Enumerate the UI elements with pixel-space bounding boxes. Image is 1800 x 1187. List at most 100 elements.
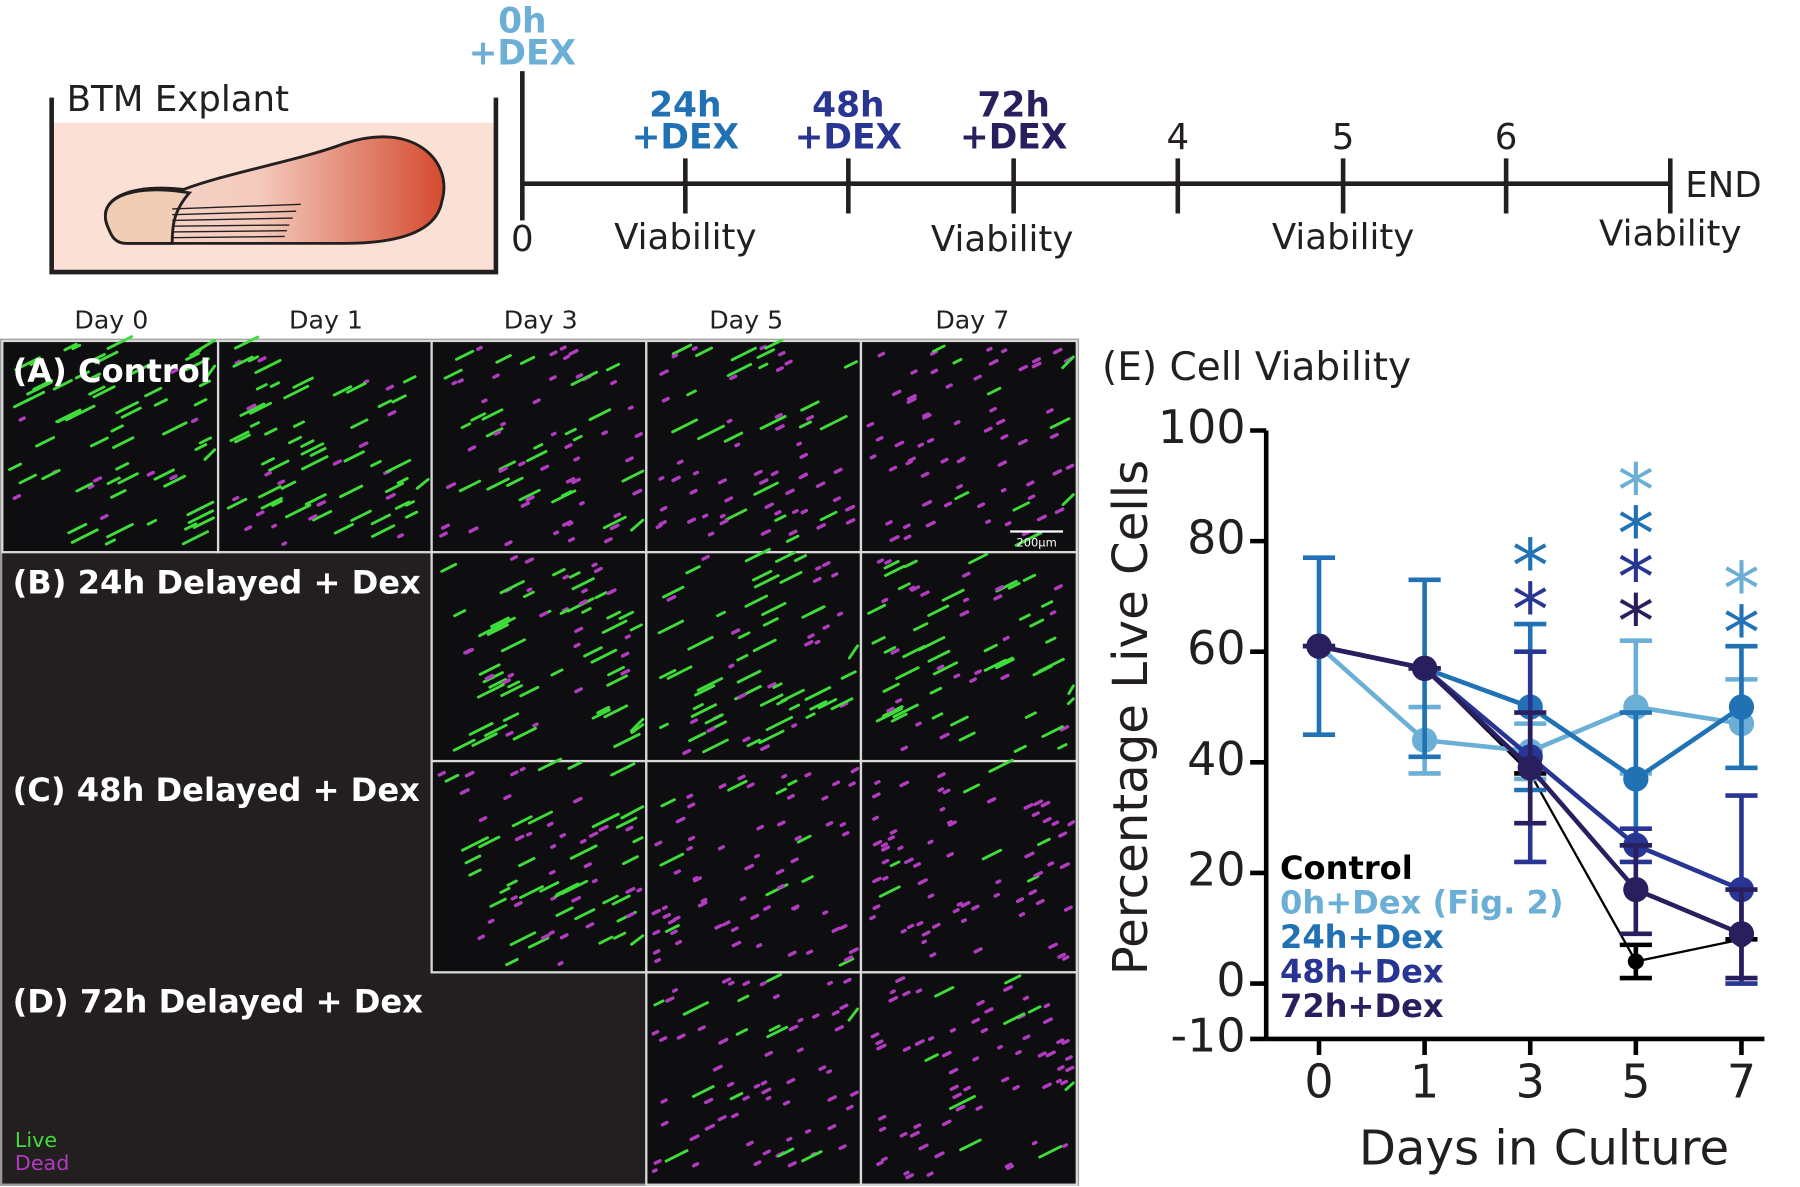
cell-signal xyxy=(946,820,953,825)
cell-signal xyxy=(505,957,519,967)
cell-signal xyxy=(759,981,767,987)
cell-signal xyxy=(786,1136,793,1142)
fibers xyxy=(172,203,301,239)
cell-signal xyxy=(819,414,848,431)
tissue-end xyxy=(104,188,193,245)
cell-signal xyxy=(954,491,970,501)
cell-signal xyxy=(927,839,934,845)
cell-signal xyxy=(889,989,896,995)
cell-signal xyxy=(804,686,832,701)
cell-signal xyxy=(598,824,609,832)
micrograph xyxy=(859,551,1078,763)
cell-signal xyxy=(692,876,699,881)
cell-signal xyxy=(540,464,550,471)
cell-signal xyxy=(719,518,729,526)
cell-signal xyxy=(559,833,567,839)
cell-signal xyxy=(760,1080,768,1086)
cell-signal xyxy=(229,430,250,443)
cell-signal xyxy=(661,396,670,403)
cell-signal xyxy=(796,834,812,844)
cell-signal xyxy=(88,385,106,396)
cell-signal xyxy=(620,668,631,676)
cell-signal xyxy=(702,738,729,754)
cell-signal xyxy=(563,354,571,360)
cell-signal xyxy=(654,840,663,847)
cell-signal xyxy=(871,636,886,645)
cell-signal xyxy=(1037,837,1051,847)
y-tick-label: 60 xyxy=(1187,621,1245,675)
cell-signal xyxy=(775,787,787,795)
significance-marker: * xyxy=(1617,536,1654,621)
cell-signal xyxy=(956,484,963,490)
cell-signal xyxy=(500,678,511,686)
cell-signal xyxy=(959,1138,982,1152)
legend-entry: 0h+Dex (Fig. 2) xyxy=(1280,884,1564,922)
cell-signal xyxy=(32,378,54,391)
cell-signal xyxy=(500,421,506,427)
cell-signal xyxy=(106,335,134,350)
cell-signal xyxy=(526,587,533,593)
cell-signal xyxy=(934,1151,945,1159)
cell-signal xyxy=(767,682,777,689)
cell-signal xyxy=(358,441,369,448)
cell-signal xyxy=(226,497,248,510)
cell-signal xyxy=(791,509,799,515)
cell-signal xyxy=(18,473,37,485)
cell-signal xyxy=(952,1092,962,1100)
cell-signal xyxy=(777,820,786,827)
micrograph-signal xyxy=(657,547,859,756)
micrograph-signal xyxy=(651,973,859,1173)
cell-signal xyxy=(377,399,393,408)
cell-signal xyxy=(483,723,508,738)
cell-signal xyxy=(481,398,488,404)
cell-signal xyxy=(850,766,860,774)
cell-signal xyxy=(671,475,681,483)
cell-signal xyxy=(666,595,677,602)
viability-label: Viability xyxy=(931,219,1074,260)
cell-signal xyxy=(953,673,961,679)
cell-signal xyxy=(731,1112,739,1119)
data-point xyxy=(1627,953,1644,970)
cell-signal xyxy=(549,350,558,357)
cell-signal xyxy=(842,831,850,837)
cell-signal xyxy=(18,416,26,422)
cell-signal xyxy=(786,793,795,800)
viability-label: Viability xyxy=(1272,217,1414,258)
cell-signal xyxy=(285,503,312,519)
cell-signal xyxy=(688,731,707,743)
cell-signal xyxy=(457,378,464,384)
cell-signal xyxy=(568,571,581,579)
cell-signal xyxy=(775,424,785,431)
x-tick-label: 7 xyxy=(1727,1054,1756,1108)
cell-signal xyxy=(1003,985,1013,992)
cell-signal xyxy=(567,760,583,770)
cell-signal xyxy=(764,1050,774,1057)
cell-signal xyxy=(717,478,728,485)
cell-signal xyxy=(588,408,612,421)
cell-signal xyxy=(636,887,643,893)
data-point xyxy=(1623,766,1649,792)
cell-signal xyxy=(234,359,242,365)
y-tick-label: 80 xyxy=(1187,511,1245,565)
cell-signal xyxy=(876,1043,887,1051)
cell-signal xyxy=(624,634,631,640)
cell-signal xyxy=(591,878,598,884)
cell-signal xyxy=(814,639,821,645)
cell-signal xyxy=(244,525,253,532)
cell-signal xyxy=(520,501,531,508)
cell-signal xyxy=(1049,610,1057,616)
cell-signal xyxy=(878,1126,887,1132)
cell-signal xyxy=(537,757,562,772)
legend-entry: 24h+Dex xyxy=(1280,918,1444,956)
explant-drawing xyxy=(49,97,499,275)
cell-signal xyxy=(654,957,661,964)
cell-signal xyxy=(780,688,805,703)
cell-signal xyxy=(716,610,726,618)
cell-signal xyxy=(880,842,889,848)
cell-signal xyxy=(468,868,482,877)
cell-signal xyxy=(504,540,513,547)
cell-signal xyxy=(1040,600,1054,608)
significance-marker: * xyxy=(1512,525,1549,610)
cell-signal xyxy=(697,1025,706,1032)
cell-signal xyxy=(564,427,577,436)
